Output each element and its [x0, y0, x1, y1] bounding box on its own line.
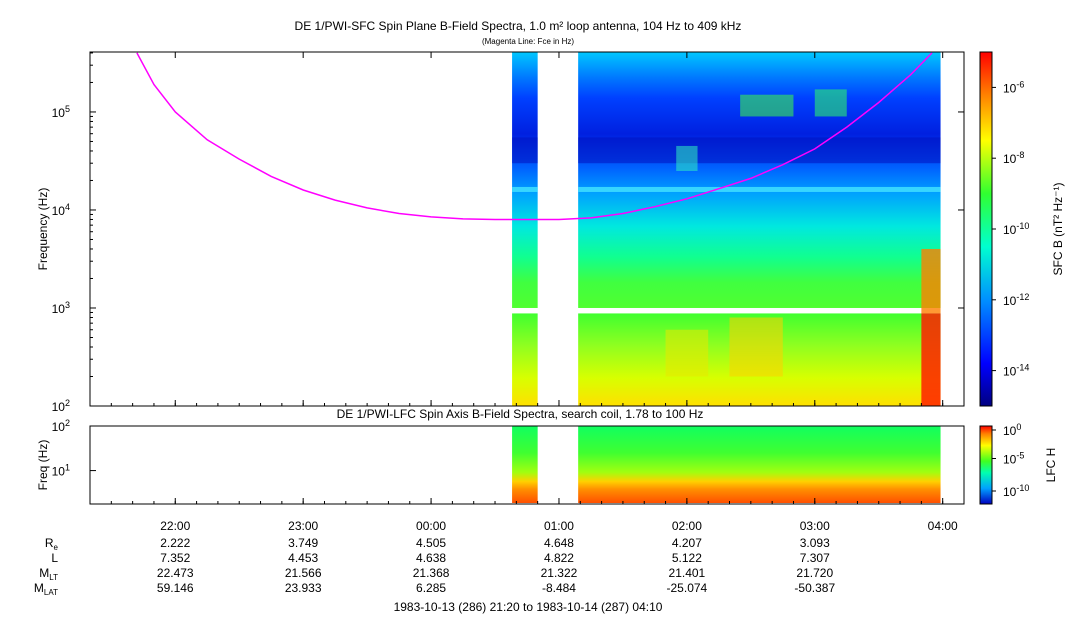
ephemeris-value: 4.822: [544, 551, 574, 565]
ephemeris-value: 7.307: [800, 551, 830, 565]
bottom-y-tick-label: 101: [52, 463, 70, 479]
bottom-panel-title: DE 1/PWI-LFC Spin Axis B-Field Spectra, …: [337, 407, 704, 421]
top-y-tick-label: 102: [52, 398, 70, 414]
ephemeris-value: 5.122: [672, 551, 702, 565]
time-tick-label: 02:00: [672, 519, 702, 533]
ephemeris-value: 23.933: [285, 581, 322, 595]
ephemeris-value: 6.285: [416, 581, 446, 595]
ephemeris-value: -50.387: [794, 581, 835, 595]
sfc-intense-emission: [921, 248, 941, 314]
ephemeris-row-label: Re: [45, 536, 59, 552]
top-colorbar-tick-label: 10-6: [1003, 79, 1024, 95]
bottom-colorbar-tick-label: 100: [1003, 422, 1021, 438]
bottom-spectrogram: [512, 426, 941, 503]
ephemeris-value: 4.648: [544, 536, 574, 550]
time-tick-label: 01:00: [544, 519, 574, 533]
bottom-y-axis-label: Freq (Hz): [36, 440, 50, 491]
sfc-emission-patch: [814, 89, 847, 117]
top-colorbar-tick-label: 10-14: [1003, 363, 1029, 379]
top-colorbar-tick-label: 10-8: [1003, 150, 1024, 166]
top-colorbar: [979, 51, 993, 407]
top-spectrogram: [512, 52, 941, 406]
sfc-data-block-low: [512, 313, 538, 406]
ephemeris-row-label: MLAT: [34, 581, 58, 597]
sfc-emission-patch: [729, 317, 783, 377]
top-colorbar-label: SFC B (nT² Hz⁻¹): [1051, 183, 1065, 276]
time-tick-label: 03:00: [800, 519, 830, 533]
top-y-axis-label: Frequency (Hz): [36, 188, 50, 271]
sfc-emission-patch: [676, 145, 698, 171]
ephemeris-table: Re 2.222 3.749 4.505 4.648 4.207 3.093 L 7.352 4.…: [34, 536, 836, 597]
ephemeris-value: 21.720: [796, 566, 833, 580]
bottom-colorbar-tick-label: 10-5: [1003, 451, 1024, 467]
ephemeris-value: 59.146: [157, 581, 194, 595]
top-panel-subtitle: (Magenta Line: Fce in Hz): [482, 37, 574, 46]
sfc-interference-band: [578, 186, 941, 192]
top-y-tick-label: 104: [52, 202, 70, 218]
ephemeris-value: 3.093: [800, 536, 830, 550]
ephemeris-value: 2.222: [160, 536, 190, 550]
ephemeris-value: 21.566: [285, 566, 322, 580]
ephemeris-row-label: L: [51, 551, 58, 565]
sfc-data-block-high: [578, 52, 941, 308]
bottom-colorbar: [979, 425, 993, 505]
ephemeris-value: 7.352: [160, 551, 190, 565]
lfc-data-block: [578, 426, 941, 503]
top-colorbar-tick-label: 10-10: [1003, 221, 1029, 237]
ephemeris-value: 3.749: [288, 536, 318, 550]
axes: 102 103 104 105 101 102 22:00 23:00 00:00 01:00 02…: [52, 52, 1029, 533]
sfc-interference-band: [512, 186, 538, 192]
sfc-intense-emission: [921, 313, 941, 406]
ephemeris-value: 4.505: [416, 536, 446, 550]
ephemeris-value: 21.368: [413, 566, 450, 580]
time-tick-label: 22:00: [160, 519, 190, 533]
ephemeris-value: -8.484: [542, 581, 576, 595]
ephemeris-value: 22.473: [157, 566, 194, 580]
time-range-footer: 1983-10-13 (286) 21:20 to 1983-10-14 (28…: [394, 600, 663, 614]
sfc-emission-patch: [665, 329, 709, 377]
top-panel-frame: [89, 51, 965, 407]
top-panel-title: DE 1/PWI-SFC Spin Plane B-Field Spectra,…: [295, 19, 742, 33]
top-colorbar-tick-label: 10-12: [1003, 292, 1029, 308]
ephemeris-value: 4.453: [288, 551, 318, 565]
ephemeris-row-label: MLT: [39, 566, 58, 582]
ephemeris-value: 4.638: [416, 551, 446, 565]
ephemeris-value: 21.322: [541, 566, 578, 580]
fce-line: [136, 52, 933, 221]
time-tick-label: 23:00: [288, 519, 318, 533]
sfc-data-block-high: [512, 52, 538, 308]
bottom-colorbar-tick-label: 10-10: [1003, 483, 1029, 499]
bottom-y-tick-label: 102: [52, 418, 70, 434]
sfc-dark-band: [512, 137, 538, 164]
ephemeris-value: -25.074: [667, 581, 708, 595]
top-y-tick-label: 103: [52, 300, 70, 316]
sfc-emission-patch: [740, 94, 794, 117]
time-tick-label: 04:00: [928, 519, 958, 533]
bottom-panel-frame: [89, 425, 965, 505]
ephemeris-value: 21.401: [669, 566, 706, 580]
ephemeris-value: 4.207: [672, 536, 702, 550]
time-tick-label: 00:00: [416, 519, 446, 533]
top-y-tick-label: 105: [52, 104, 70, 120]
lfc-data-block: [512, 426, 538, 503]
sfc-dark-band: [578, 137, 941, 164]
bottom-colorbar-label: LFC H: [1044, 448, 1058, 483]
